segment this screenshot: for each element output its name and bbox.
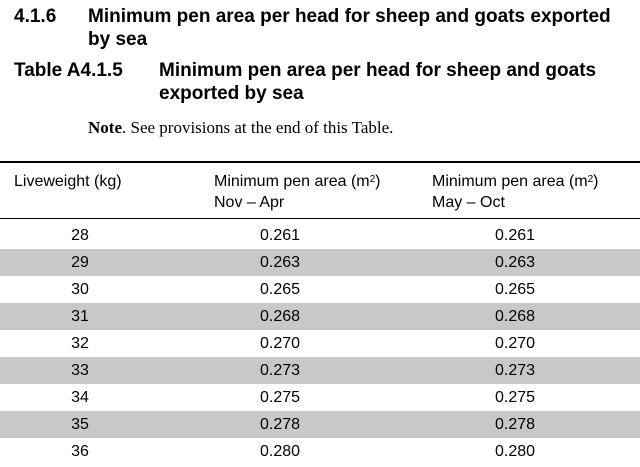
cell-area-may-oct: 0.261 [494, 227, 536, 244]
table-row: 30 0.265 0.265 [0, 276, 640, 303]
header-pen-area-nov-apr: Minimum pen area (m2) Nov – Apr [214, 171, 381, 213]
header-liveweight: Liveweight (kg) [14, 173, 122, 190]
cell-liveweight: 32 [71, 335, 89, 352]
header-close-paren: ) [375, 173, 381, 190]
table-number: Table A4.1.5 [14, 60, 123, 81]
cell-area-may-oct: 0.275 [494, 389, 536, 406]
table-header: Liveweight (kg) Minimum pen area (m2) No… [0, 171, 640, 215]
cell-area-nov-apr: 0.261 [259, 227, 301, 244]
header-season-may-oct: May – Oct [432, 194, 505, 211]
table-row: 35 0.278 0.278 [0, 411, 640, 438]
cell-area-nov-apr: 0.265 [259, 281, 301, 298]
cell-area-may-oct: 0.268 [494, 308, 536, 325]
cell-area-nov-apr: 0.278 [259, 416, 301, 433]
table-row: 32 0.270 0.270 [0, 330, 640, 357]
table-row: 34 0.275 0.275 [0, 384, 640, 411]
header-close-paren: ) [593, 173, 599, 190]
table-note: Note. See provisions at the end of this … [88, 118, 393, 138]
cell-area-may-oct: 0.278 [494, 416, 536, 433]
cell-area-nov-apr: 0.275 [259, 389, 301, 406]
table-row: 31 0.268 0.268 [0, 303, 640, 330]
table-row: 36 0.280 0.280 [0, 438, 640, 465]
cell-liveweight: 28 [71, 227, 89, 244]
note-text: . See provisions at the end of this Tabl… [121, 118, 394, 137]
section-title: Minimum pen area per head for sheep and … [88, 6, 611, 50]
header-pen-area-label: Minimum pen area (m [214, 173, 370, 190]
cell-liveweight: 29 [71, 254, 89, 271]
cell-area-may-oct: 0.265 [494, 281, 536, 298]
cell-area-nov-apr: 0.280 [259, 443, 301, 460]
cell-area-may-oct: 0.273 [494, 362, 536, 379]
table-row: 29 0.263 0.263 [0, 249, 640, 276]
table-header-rule [0, 218, 640, 219]
header-pen-area-label: Minimum pen area (m [432, 173, 588, 190]
cell-liveweight: 33 [71, 362, 89, 379]
cell-liveweight: 34 [71, 389, 89, 406]
table-body: 28 0.261 0.261 29 0.263 0.263 30 0.265 0… [0, 222, 640, 465]
cell-area-nov-apr: 0.263 [259, 254, 301, 271]
cell-area-may-oct: 0.263 [494, 254, 536, 271]
cell-area-may-oct: 0.280 [494, 443, 536, 460]
cell-liveweight: 35 [71, 416, 89, 433]
header-season-nov-apr: Nov – Apr [214, 194, 285, 211]
cell-liveweight: 31 [71, 308, 89, 325]
table-row: 33 0.273 0.273 [0, 357, 640, 384]
section-number: 4.1.6 [14, 6, 57, 27]
cell-area-nov-apr: 0.268 [259, 308, 301, 325]
cell-liveweight: 36 [71, 443, 89, 460]
superscript-2: 2 [587, 174, 594, 185]
cell-area-may-oct: 0.270 [494, 335, 536, 352]
table-row: 28 0.261 0.261 [0, 222, 640, 249]
superscript-2: 2 [369, 174, 376, 185]
cell-area-nov-apr: 0.273 [259, 362, 301, 379]
table-title: Minimum pen area per head for sheep and … [159, 60, 597, 104]
header-pen-area-may-oct: Minimum pen area (m2) May – Oct [432, 171, 599, 213]
note-label: Note [88, 118, 122, 137]
table-top-rule [0, 161, 640, 163]
cell-area-nov-apr: 0.270 [259, 335, 301, 352]
cell-liveweight: 30 [71, 281, 89, 298]
